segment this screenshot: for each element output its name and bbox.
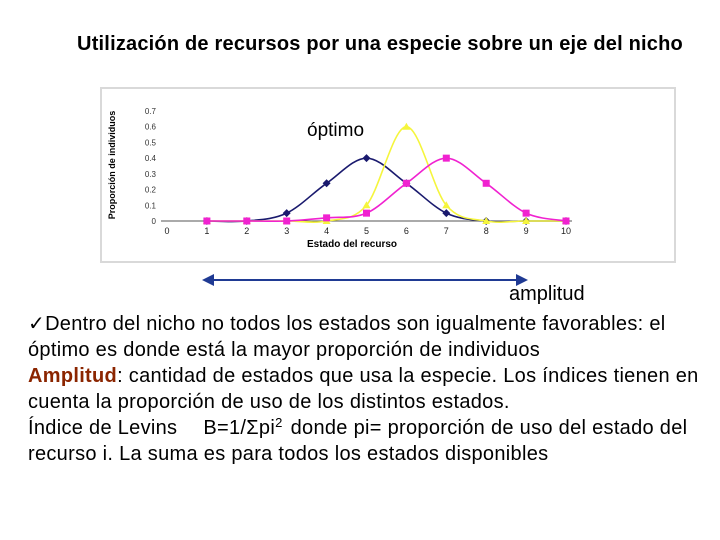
y-tick-label: 0 (152, 217, 157, 226)
chart-series (202, 122, 570, 225)
body-text: ✓Dentro del nicho no todos los estados s… (28, 310, 718, 467)
data-point (402, 179, 410, 187)
x-tick-label: 3 (284, 226, 289, 236)
data-point (402, 122, 411, 130)
data-point (442, 209, 451, 218)
y-tick-label: 0.6 (145, 123, 157, 132)
levins-where: donde pi= proporción de uso del estado d… (28, 417, 688, 465)
y-tick-label: 0.2 (145, 186, 157, 195)
amplitud-double-arrow-icon (202, 274, 528, 286)
slide-title: Utilización de recursos por una especie … (77, 33, 683, 55)
checkmark-icon: ✓ (28, 311, 46, 335)
data-point (362, 201, 371, 209)
x-tick-label: 4 (324, 226, 329, 236)
levins-formula: B=1/Σpi (203, 417, 276, 439)
levins-exponent: 2 (275, 415, 283, 430)
y-tick-label: 0.1 (145, 201, 157, 210)
data-point (362, 154, 371, 163)
y-tick-label: 0.4 (145, 154, 157, 163)
data-point (322, 179, 331, 188)
x-tick-label: 7 (444, 226, 449, 236)
x-tick-label: 5 (364, 226, 369, 236)
x-tick-label: 6 (404, 226, 409, 236)
y-tick-label: 0.7 (145, 107, 157, 116)
data-point (442, 154, 450, 162)
x-tick-label: 0 (164, 226, 169, 236)
x-axis-label: Estado del recurso (307, 239, 397, 250)
y-tick-labels: 0 0.1 0.2 0.3 0.4 0.5 0.6 0.7 (145, 107, 157, 226)
x-tick-label: 9 (524, 226, 529, 236)
data-point (482, 179, 490, 187)
data-point (522, 209, 530, 217)
amplitud-term: Amplitud (28, 365, 118, 387)
series-line (206, 157, 566, 223)
data-point (363, 209, 370, 217)
niche-chart-svg: 0 0.1 0.2 0.3 0.4 0.5 0.6 0.7 0 1 2 3 4 5 6 7 8 9 10 Prop… (100, 87, 676, 263)
x-tick-label: 2 (244, 226, 249, 236)
data-point (482, 217, 491, 224)
amplitud-label: amplitud (509, 283, 585, 305)
x-tick-labels: 0 1 2 3 4 5 6 7 8 9 10 (164, 226, 571, 236)
y-tick-label: 0.3 (145, 170, 157, 179)
bullet-text: Dentro del nicho no todos los estados so… (28, 313, 666, 361)
levins-label: Índice de Levins (28, 417, 178, 439)
series-3 (203, 154, 570, 225)
niche-chart: 0 0.1 0.2 0.3 0.4 0.5 0.6 0.7 0 1 2 3 4 5 6 7 8 9 10 Prop… (100, 87, 676, 263)
series-2 (202, 122, 570, 224)
series-1 (202, 154, 570, 225)
series-line (206, 157, 567, 223)
data-point (243, 217, 251, 225)
x-tick-label: 10 (561, 226, 571, 236)
data-point (283, 217, 291, 225)
y-axis-label: Proporción de individuos (107, 111, 117, 220)
series-line (206, 125, 566, 223)
x-tick-label: 1 (204, 226, 209, 236)
chart-border (100, 87, 676, 263)
data-point (522, 217, 531, 224)
data-point (323, 214, 331, 222)
y-tick-label: 0.5 (145, 138, 157, 147)
amplitud-definition: : cantidad de estados que usa la especie… (28, 365, 699, 413)
data-point (442, 201, 451, 209)
data-point (203, 217, 211, 225)
data-point (562, 217, 570, 225)
optimo-label: óptimo (307, 120, 365, 141)
x-tick-label: 8 (484, 226, 489, 236)
data-point (282, 209, 291, 218)
chart-frame (100, 87, 676, 263)
